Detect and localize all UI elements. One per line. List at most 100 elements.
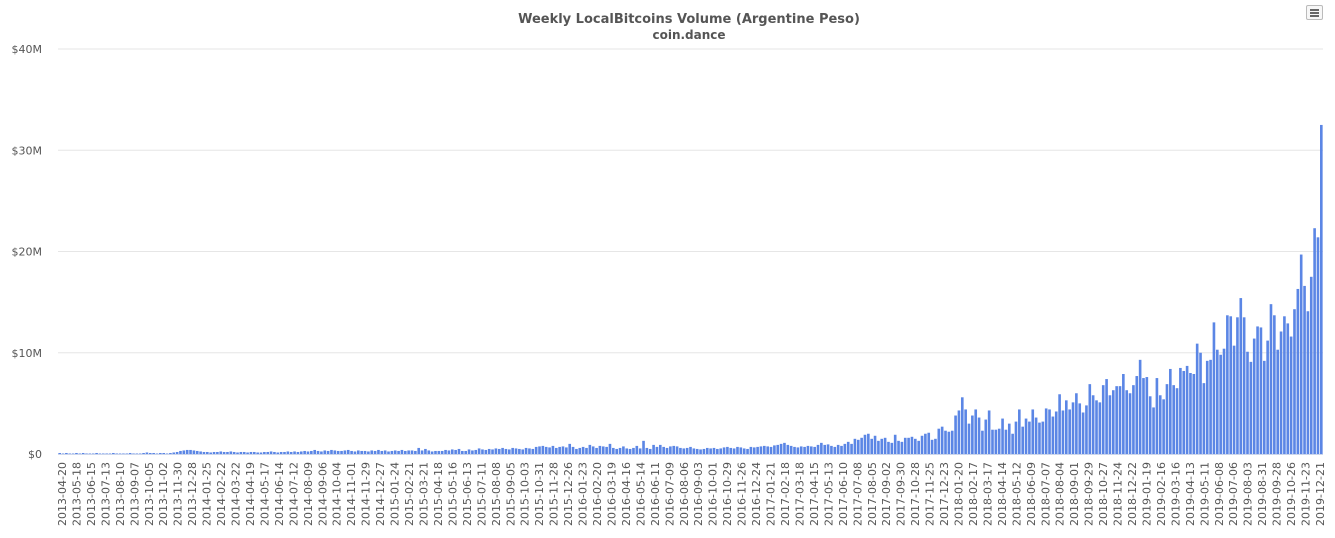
bar[interactable] bbox=[484, 449, 488, 454]
bar[interactable] bbox=[675, 446, 679, 454]
bar[interactable] bbox=[695, 448, 699, 454]
bar[interactable] bbox=[343, 450, 347, 454]
bar[interactable] bbox=[1316, 237, 1320, 454]
bar[interactable] bbox=[1202, 383, 1206, 455]
bar[interactable] bbox=[1152, 407, 1155, 454]
bar[interactable] bbox=[813, 446, 816, 454]
bar[interactable] bbox=[316, 450, 320, 454]
bar[interactable] bbox=[450, 449, 454, 454]
bar[interactable] bbox=[836, 444, 840, 454]
bar[interactable] bbox=[434, 450, 437, 454]
bar[interactable] bbox=[1024, 418, 1028, 454]
bar[interactable] bbox=[528, 448, 531, 454]
bar[interactable] bbox=[1132, 385, 1135, 454]
bar[interactable] bbox=[655, 446, 659, 454]
bar[interactable] bbox=[816, 444, 820, 454]
bar[interactable] bbox=[578, 447, 582, 454]
bar[interactable] bbox=[679, 447, 682, 454]
bar[interactable] bbox=[937, 428, 941, 454]
bar[interactable] bbox=[353, 451, 357, 454]
bar[interactable] bbox=[1262, 360, 1266, 454]
bar[interactable] bbox=[1148, 396, 1152, 454]
bar[interactable] bbox=[179, 450, 182, 454]
bar[interactable] bbox=[1091, 395, 1095, 454]
bar[interactable] bbox=[709, 448, 712, 454]
bar[interactable] bbox=[115, 453, 119, 454]
bar[interactable] bbox=[283, 451, 286, 454]
bar[interactable] bbox=[1071, 402, 1075, 454]
bar[interactable] bbox=[954, 415, 957, 454]
bar[interactable] bbox=[1048, 409, 1051, 454]
bar[interactable] bbox=[612, 447, 615, 454]
bar[interactable] bbox=[893, 434, 897, 454]
bar[interactable] bbox=[306, 451, 310, 454]
bar[interactable] bbox=[380, 450, 384, 454]
bar[interactable] bbox=[1095, 400, 1098, 454]
bar[interactable] bbox=[776, 444, 780, 454]
bar[interactable] bbox=[289, 451, 293, 454]
bars[interactable] bbox=[58, 124, 1323, 455]
bar[interactable] bbox=[350, 450, 353, 454]
bar[interactable] bbox=[863, 434, 867, 454]
bar[interactable] bbox=[440, 450, 444, 454]
bar[interactable] bbox=[457, 448, 461, 454]
bar[interactable] bbox=[165, 453, 169, 454]
bar[interactable] bbox=[739, 447, 743, 454]
bar[interactable] bbox=[427, 450, 431, 454]
bar[interactable] bbox=[252, 451, 256, 454]
bar[interactable] bbox=[373, 450, 377, 454]
bar[interactable] bbox=[1125, 390, 1129, 454]
bar[interactable] bbox=[960, 397, 964, 454]
bar[interactable] bbox=[1216, 349, 1219, 454]
bar[interactable] bbox=[85, 453, 88, 454]
bar[interactable] bbox=[518, 448, 521, 454]
bar[interactable] bbox=[672, 445, 676, 454]
bar[interactable] bbox=[521, 449, 525, 454]
bar[interactable] bbox=[853, 438, 857, 454]
bar[interactable] bbox=[1276, 349, 1280, 454]
bar[interactable] bbox=[719, 448, 723, 454]
bar[interactable] bbox=[726, 446, 729, 454]
bar[interactable] bbox=[749, 446, 753, 454]
bar[interactable] bbox=[685, 447, 689, 454]
bar[interactable] bbox=[1189, 373, 1192, 454]
bar[interactable] bbox=[1128, 393, 1132, 454]
bar[interactable] bbox=[756, 446, 759, 454]
bar[interactable] bbox=[474, 449, 478, 454]
bar[interactable] bbox=[907, 437, 910, 454]
bar[interactable] bbox=[346, 449, 350, 454]
bar[interactable] bbox=[1135, 376, 1139, 454]
bar[interactable] bbox=[263, 451, 266, 454]
bar[interactable] bbox=[1309, 276, 1313, 454]
bar[interactable] bbox=[471, 450, 474, 454]
bar[interactable] bbox=[159, 452, 162, 454]
bar[interactable] bbox=[508, 449, 511, 454]
bar[interactable] bbox=[1313, 228, 1316, 454]
bar[interactable] bbox=[279, 451, 283, 454]
bar[interactable] bbox=[1162, 399, 1165, 454]
bar[interactable] bbox=[511, 447, 514, 454]
bar[interactable] bbox=[1105, 379, 1108, 454]
bar[interactable] bbox=[1226, 315, 1229, 454]
bar[interactable] bbox=[333, 450, 337, 454]
bar[interactable] bbox=[299, 451, 303, 454]
bar[interactable] bbox=[806, 445, 810, 454]
bar[interactable] bbox=[128, 452, 132, 454]
bar[interactable] bbox=[1209, 359, 1212, 454]
bar[interactable] bbox=[766, 446, 769, 454]
bar[interactable] bbox=[880, 438, 884, 454]
bar[interactable] bbox=[833, 446, 837, 454]
bar[interactable] bbox=[887, 441, 890, 454]
bar[interactable] bbox=[206, 451, 209, 454]
bar[interactable] bbox=[565, 447, 568, 454]
bar[interactable] bbox=[669, 446, 672, 454]
bar[interactable] bbox=[534, 446, 538, 454]
bar[interactable] bbox=[1269, 304, 1273, 454]
bar[interactable] bbox=[232, 451, 236, 454]
bar[interactable] bbox=[971, 415, 974, 454]
bar[interactable] bbox=[870, 438, 874, 454]
bar[interactable] bbox=[1011, 433, 1014, 454]
bar[interactable] bbox=[702, 448, 706, 454]
bar[interactable] bbox=[883, 437, 887, 454]
bar[interactable] bbox=[638, 448, 642, 454]
